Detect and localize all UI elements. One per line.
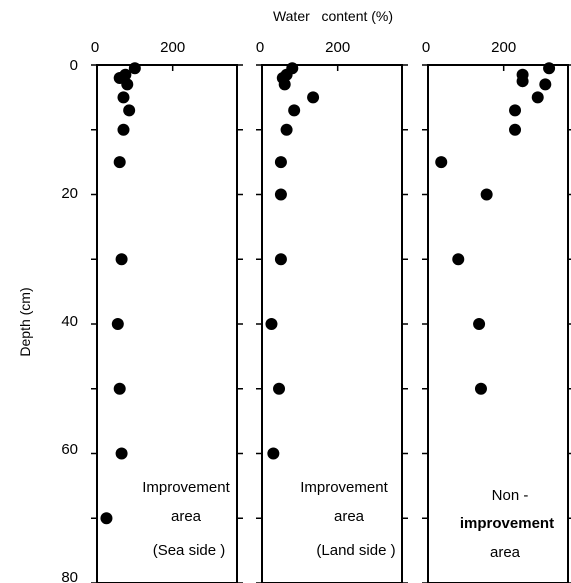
- panel-label-line-3: (Land side ): [316, 542, 395, 559]
- panel-label-line-2: area: [171, 508, 202, 525]
- data-point: [115, 447, 128, 460]
- data-point: [265, 318, 278, 330]
- data-point: [509, 104, 522, 117]
- data-point: [531, 91, 544, 104]
- data-point: [128, 62, 141, 75]
- data-point: [111, 318, 124, 330]
- data-point: [113, 382, 126, 395]
- data-point: [435, 156, 448, 169]
- data-points: [435, 62, 556, 395]
- data-point: [115, 253, 128, 266]
- data-point: [123, 104, 136, 117]
- data-point: [113, 156, 126, 169]
- y-axis-title: Depth (cm): [17, 287, 33, 356]
- x-tick-label-200: 200: [160, 39, 185, 56]
- y-tick-label-60: 60: [61, 441, 78, 458]
- x-tick-label-0: 0: [422, 39, 430, 56]
- panel-frame: [261, 64, 403, 583]
- data-point: [280, 123, 293, 136]
- x-tick-label-0: 0: [91, 39, 99, 56]
- x-axis-title: Water content (%): [273, 8, 393, 24]
- x-tick-label-200: 200: [491, 39, 516, 56]
- y-tick-label-20: 20: [61, 185, 78, 202]
- panel-label-line-3: area: [490, 544, 521, 561]
- data-points: [265, 62, 320, 460]
- data-point: [307, 91, 320, 104]
- x-tick-label-0: 0: [256, 39, 264, 56]
- data-point: [509, 123, 522, 136]
- panel-label-line-1: Improvement: [300, 479, 388, 496]
- data-point: [274, 188, 287, 201]
- data-point: [516, 75, 529, 88]
- panel-label-line-1: Non -: [492, 487, 529, 504]
- y-tick-label-80: 80: [61, 569, 78, 583]
- data-point: [273, 382, 286, 395]
- data-point: [274, 156, 287, 169]
- panel-label-line-2: improvement: [460, 515, 554, 532]
- y-tick-label-0: 0: [70, 57, 78, 74]
- data-point: [473, 318, 486, 330]
- data-point: [480, 188, 493, 201]
- y-tick-label-40: 40: [61, 313, 78, 330]
- x-tick-label-200: 200: [325, 39, 350, 56]
- data-point: [117, 91, 130, 104]
- data-point: [274, 253, 287, 266]
- data-point: [267, 447, 280, 460]
- panel-label-line-3: (Sea side ): [153, 542, 226, 559]
- data-point: [452, 253, 465, 266]
- data-point: [117, 123, 130, 136]
- panel-non-improvement: Non - improvement area 0 200: [422, 39, 571, 583]
- panel-label-line-1: Improvement: [142, 479, 230, 496]
- data-point: [100, 512, 113, 525]
- data-point: [543, 62, 556, 75]
- panel-frame: [427, 64, 569, 583]
- panel-label-line-2: area: [334, 508, 365, 525]
- data-point: [278, 78, 291, 91]
- data-points: [100, 62, 141, 525]
- data-point: [288, 104, 301, 117]
- panel-land-side: Improvement area (Land side ) 0 200: [256, 39, 408, 583]
- data-point: [539, 78, 552, 91]
- data-point: [474, 382, 487, 395]
- panel-sea-side: Improvement area (Sea side ) 0 200: [91, 39, 243, 583]
- data-point: [121, 78, 134, 91]
